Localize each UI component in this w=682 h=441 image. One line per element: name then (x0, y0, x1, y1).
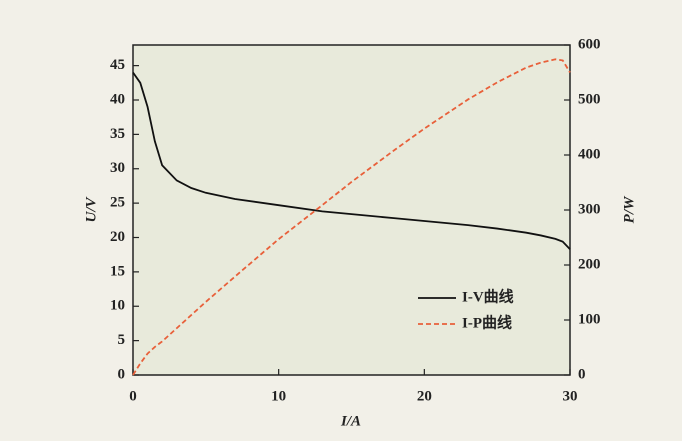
y-tick-label: 15 (110, 263, 125, 279)
x-tick-label: 10 (271, 388, 286, 404)
y-tick-label: 20 (110, 229, 125, 245)
y-tick-label: 35 (110, 126, 125, 142)
y-tick-label: 10 (110, 298, 125, 314)
y2-tick-label: 600 (578, 36, 601, 52)
y2-tick-label: 500 (578, 91, 601, 107)
x-tick-label: 0 (129, 388, 137, 404)
y2-axis-label: P/W (621, 195, 637, 223)
y-tick-label: 5 (118, 332, 126, 348)
y-tick-label: 45 (110, 57, 125, 73)
x-axis-label: I/A (340, 413, 361, 429)
legend-label: I-P曲线 (462, 313, 512, 331)
legend-label: I-V曲线 (462, 287, 514, 305)
plot-area (132, 44, 571, 376)
y-tick-label: 25 (110, 195, 125, 211)
y2-tick-label: 100 (578, 311, 601, 327)
x-tick-label: 20 (417, 388, 432, 404)
y2-tick-label: 200 (578, 256, 601, 272)
series-line (132, 58, 571, 376)
y2-tick-label: 400 (578, 146, 601, 162)
x-tick-label: 30 (563, 388, 578, 404)
y-tick-label: 30 (110, 160, 125, 176)
y-axis-label: U/V (83, 196, 99, 223)
y-tick-label: 40 (110, 91, 125, 107)
series-line (132, 71, 571, 250)
y2-tick-label: 0 (578, 366, 586, 382)
y2-tick-label: 300 (578, 201, 601, 217)
y-tick-label: 0 (118, 366, 126, 382)
